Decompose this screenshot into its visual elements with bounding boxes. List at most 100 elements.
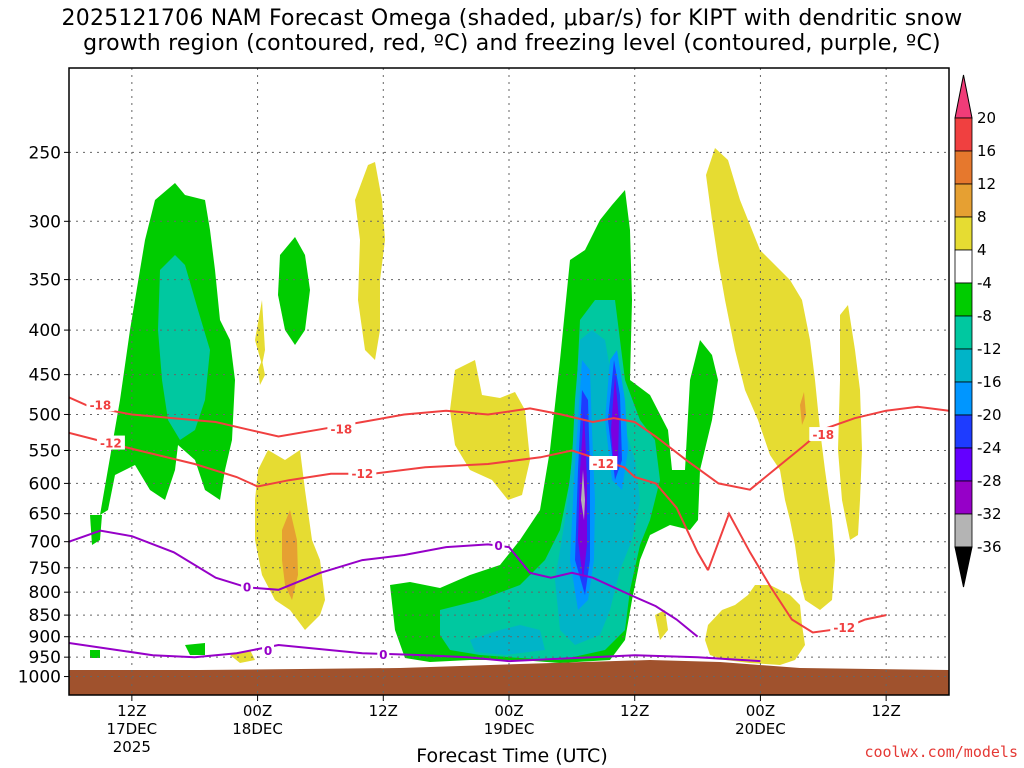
colorbar-swatch (954, 150, 973, 185)
contour-label: 0 (264, 644, 272, 658)
contour-label-bg (589, 456, 618, 471)
colorbar-cap-bottom (954, 546, 973, 588)
colorbar-swatch (954, 183, 973, 218)
omega-region-yellow-4 (450, 360, 530, 500)
colorbar-label: -32 (977, 505, 1002, 523)
contour-label-bg (96, 435, 125, 450)
y-tick-label: 500 (29, 405, 61, 425)
colorbar-swatch (954, 381, 973, 416)
y-tick-label: 350 (29, 271, 61, 291)
colorbar-label: 12 (977, 175, 996, 193)
omega-region-yellow-10 (655, 610, 668, 640)
colorbar-label: 20 (977, 109, 996, 127)
y-tick-label: 400 (29, 321, 61, 341)
colorbar-swatch (954, 414, 973, 449)
chart-title-line1: 2025121706 NAM Forecast Omega (shaded, μ… (61, 6, 963, 31)
contour-label-bg (241, 579, 254, 594)
contour-label-bg (377, 647, 390, 662)
contour-label-bg (348, 465, 377, 480)
omega-region-yellow-2 (255, 300, 265, 365)
contour-label-bg (262, 643, 275, 658)
omega-region-green-5 (185, 643, 205, 655)
omega-region-orange-2 (800, 392, 806, 425)
omega-region-yellow-7 (706, 148, 835, 610)
x-tick-label: 00Z (243, 702, 272, 720)
contour-label: -12 (592, 457, 614, 471)
colorbar-swatch (954, 117, 973, 152)
x-tick-label: 2025 (113, 738, 151, 756)
y-tick-label: 450 (29, 366, 61, 386)
colorbar-label: 4 (977, 241, 987, 259)
omega-region-yellow-3 (258, 360, 265, 385)
y-tick-label: 700 (29, 533, 61, 553)
omega-region-green-4 (90, 515, 102, 545)
omega-region-purple-2 (611, 375, 619, 470)
colorbar: 20 16 12 8 4 -4 -8 -12 -16 -20 -24 -28 -32 -36 (954, 74, 1002, 588)
chart-title-line2: growth region (contoured, red, ºC) and f… (83, 31, 941, 56)
contour-line-freezing_level_low (69, 642, 761, 663)
colorbar-label: -12 (977, 340, 1002, 358)
y-tick-label: 650 (29, 505, 61, 525)
omega-region-teal-1 (158, 255, 210, 440)
x-tick-label: 12Z (620, 702, 649, 720)
omega-region-orange-1 (282, 510, 298, 600)
colorbar-cap-top (954, 74, 973, 119)
colorbar-swatch (954, 513, 973, 548)
omega-shading (90, 148, 862, 665)
colorbar-label: -20 (977, 406, 1002, 424)
credit-link[interactable]: coolwx.com/models (864, 743, 1018, 761)
colorbar-swatch (954, 249, 973, 284)
contour-label: -12 (100, 437, 122, 451)
omega-region-cyan-2 (470, 625, 545, 655)
y-tick-label: 850 (29, 606, 61, 626)
contour-label: -12 (351, 467, 373, 481)
colorbar-label: -28 (977, 472, 1002, 490)
contour-label: -18 (331, 422, 353, 436)
contour-label: 0 (243, 580, 251, 594)
colorbar-label: -8 (977, 307, 992, 325)
colorbar-swatch (954, 348, 973, 383)
contour-labels: -18 -18 -18 -12 -12 -12 -12 0 0 0 0 (86, 397, 859, 662)
colorbar-label: -4 (977, 274, 992, 292)
contour-label: -18 (812, 428, 834, 442)
contour-label-bg (809, 427, 838, 442)
x-tick-label: 20DEC (735, 720, 786, 738)
omega-region-green-2 (278, 237, 310, 345)
x-tick-label: 12Z (117, 702, 146, 720)
contour-line-freezing_level (69, 529, 699, 638)
colorbar-swatch (954, 216, 973, 251)
contour-label: 0 (494, 539, 502, 553)
y-tick-label: 1000 (18, 668, 61, 688)
x-tick-label: 00Z (494, 702, 523, 720)
omega-region-yellow-1 (355, 162, 385, 360)
chart-title: 2025121706 NAM Forecast Omega (shaded, μ… (0, 6, 1024, 56)
x-tick-label: 12Z (369, 702, 398, 720)
y-tick-label: 750 (29, 559, 61, 579)
colorbar-label: 16 (977, 142, 996, 160)
contour-label: -18 (90, 398, 112, 412)
y-tick-label: 950 (29, 648, 61, 668)
colorbar-swatch (954, 282, 973, 317)
y-axis: 2503003504004505005506006507007508008509… (18, 143, 69, 688)
omega-region-green-6 (90, 650, 100, 658)
colorbar-label: -36 (977, 538, 1002, 556)
x-tick-label: 17DEC (107, 720, 158, 738)
colorbar-swatch (954, 447, 973, 482)
y-tick-label: 900 (29, 628, 61, 648)
y-tick-label: 550 (29, 442, 61, 462)
contour-line-dgz_bottom (69, 431, 709, 571)
colorbar-label: -16 (977, 373, 1002, 391)
contour-label: 0 (379, 648, 387, 662)
y-tick-label: 300 (29, 212, 61, 232)
y-tick-label: 800 (29, 583, 61, 603)
omega-region-gray-1 (581, 470, 585, 520)
colorbar-label: -24 (977, 439, 1002, 457)
omega-region-yellow-6 (230, 650, 255, 663)
colorbar-label: 8 (977, 208, 987, 226)
colorbar-swatch (954, 315, 973, 350)
x-tick-label: 19DEC (484, 720, 535, 738)
x-tick-label: 00Z (746, 702, 775, 720)
x-axis-label: Forecast Time (UTC) (416, 745, 608, 767)
